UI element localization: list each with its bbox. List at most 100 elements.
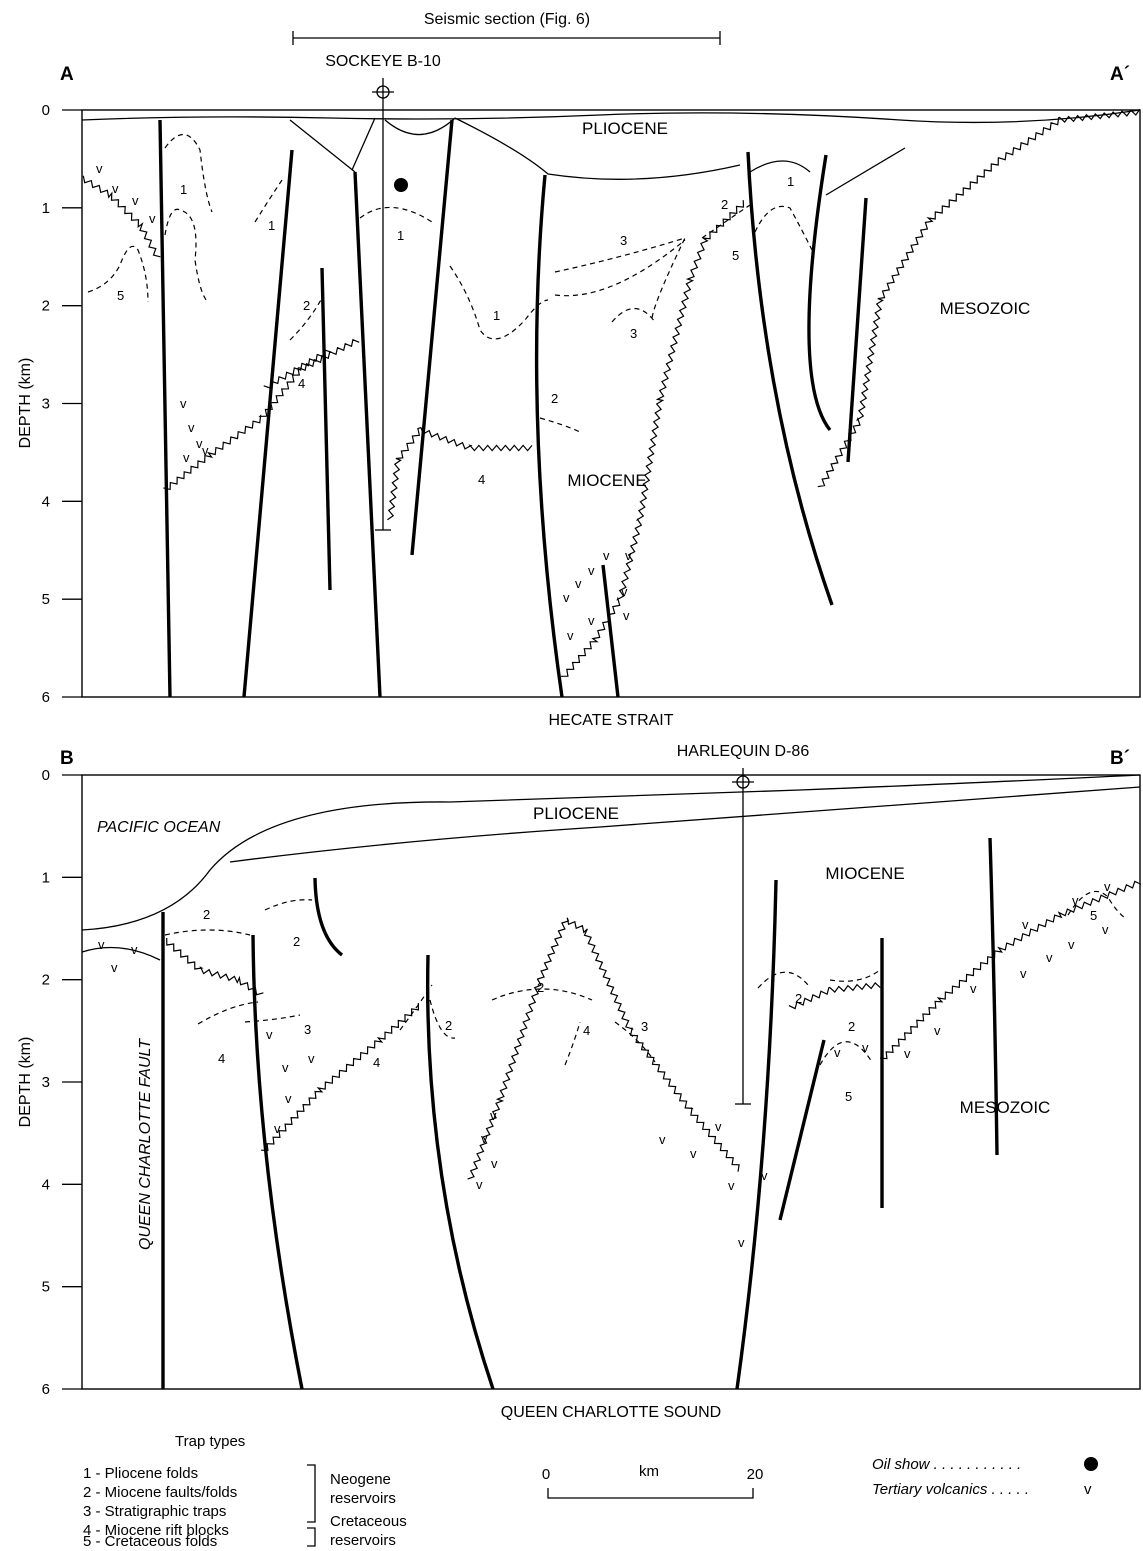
- neogene-line-2: reservoirs: [330, 1490, 396, 1507]
- trap-b-5b: [1067, 890, 1126, 919]
- oil-show-marker: [394, 178, 408, 192]
- pliocene-base-a6: [825, 147, 906, 196]
- depth-tick-label: 2: [42, 298, 50, 315]
- fault-b8: [988, 837, 999, 1156]
- volcanic-symbol: v: [690, 1146, 697, 1161]
- volcanic-symbol: v: [934, 1023, 941, 1038]
- unit-mesozoic-a: MESOZOIC: [940, 299, 1031, 318]
- volcanic-symbol: v: [183, 450, 190, 465]
- trap-a-5a: [701, 204, 751, 239]
- fault-a5: [410, 119, 454, 556]
- volcanic-symbol: v: [481, 1131, 488, 1146]
- volcanics-legend: Tertiary volcanics . . . . .: [872, 1481, 1029, 1498]
- depth-tick-label: 5: [42, 1279, 50, 1296]
- volcanic-symbol: v: [308, 1051, 315, 1066]
- trap-a-3c: [611, 307, 656, 323]
- trap-a-3b: [554, 239, 686, 297]
- trap-a-2a: [289, 297, 323, 341]
- section-a-left-label: A: [60, 64, 74, 85]
- volcanic-symbol: v: [149, 211, 156, 226]
- scale-start: 0: [542, 1466, 550, 1483]
- volcanic-symbol: v: [625, 548, 632, 563]
- volcanic-symbol: v: [575, 576, 582, 591]
- fault-b6: [778, 1039, 826, 1221]
- trap-b-2d: [429, 999, 456, 1039]
- trap-number: 2: [848, 1019, 855, 1034]
- volcanic-symbol: v: [862, 1040, 869, 1055]
- cretaceous-line-2: reservoirs: [330, 1532, 396, 1549]
- oil-show-symbol: [1084, 1457, 1098, 1471]
- depth-tick-label: 4: [42, 1176, 50, 1193]
- unconformity-line: [788, 981, 881, 1010]
- volcanic-symbol: v: [180, 396, 187, 411]
- trap-b-4c: [564, 1021, 581, 1066]
- trap-b-2c: [491, 988, 593, 1001]
- section-b-frame: [81, 774, 1141, 1390]
- legend-item-2: 2 - Miocene faults/folds: [83, 1484, 237, 1501]
- volcanic-symbol: v: [834, 1045, 841, 1060]
- trap-number: 2: [293, 934, 300, 949]
- volcanic-symbol: v: [98, 937, 105, 952]
- trap-b-3a: [244, 1014, 301, 1023]
- volcanic-symbol: v: [623, 608, 630, 623]
- legend-item-1: 1 - Pliocene folds: [83, 1465, 198, 1482]
- well-harlequin: HARLEQUIN D-86: [677, 743, 809, 1105]
- unit-pliocene-a: PLIOCENE: [582, 119, 668, 138]
- unit-pliocene-b: PLIOCENE: [533, 804, 619, 823]
- fault-b3: [313, 877, 344, 957]
- volcanic-symbol: v: [659, 1132, 666, 1147]
- oil-show-legend: Oil show . . . . . . . . . . .: [872, 1456, 1021, 1473]
- seismic-section-bracket: Seismic section (Fig. 6): [292, 11, 721, 45]
- volcanics-symbol: v: [1084, 1481, 1092, 1498]
- fault-a6: [534, 174, 564, 698]
- section-b-bottom-label: QUEEN CHARLOTTE SOUND: [501, 1404, 721, 1421]
- unit-mesozoic-b: MESOZOIC: [960, 1098, 1051, 1117]
- volcanic-symbol: v: [188, 420, 195, 435]
- depth-tick-label: 0: [42, 102, 50, 119]
- fault-a2: [242, 149, 294, 698]
- volcanic-symbol: v: [761, 1168, 768, 1183]
- trap-a-5b: [754, 205, 813, 251]
- volcanic-symbol: v: [282, 1060, 289, 1075]
- well-sockeye-label: SOCKEYE B-10: [325, 53, 441, 70]
- pacific-ocean-label: PACIFIC OCEAN: [97, 819, 221, 836]
- volcanic-symbol: v: [1046, 950, 1053, 965]
- section-b-right-label: B´: [1110, 748, 1130, 769]
- pliocene-base-a1: [289, 119, 356, 173]
- trap-b-2a: [164, 929, 251, 936]
- depth-tick-label: 1: [42, 869, 50, 886]
- volcanic-symbol: v: [588, 613, 595, 628]
- depth-tick-label: 6: [42, 1381, 50, 1398]
- trap-number: 1: [268, 218, 275, 233]
- volcanic-symbol: v: [603, 548, 610, 563]
- section-a-right-label: A´: [1110, 64, 1130, 85]
- trap-number: 5: [845, 1089, 852, 1104]
- fault-b2: [251, 934, 304, 1390]
- trap-number: 3: [304, 1022, 311, 1037]
- trap-a-1e: [449, 265, 549, 340]
- trap-number: 2: [303, 298, 310, 313]
- unconformity-line: [467, 917, 740, 1180]
- trap-number: 1: [787, 174, 794, 189]
- trap-a-1a: [164, 133, 213, 213]
- volcanic-symbol: v: [196, 436, 203, 451]
- trap-numbers-a: 1 1 1 1 1 2 2 2 3 3 4 4 5 5: [117, 174, 794, 487]
- volcanic-symbol: v: [131, 942, 138, 957]
- scale-bar: [547, 1488, 754, 1499]
- queen-charlotte-fault-label: QUEEN CHARLOTTE FAULT: [137, 1038, 154, 1250]
- pliocene-base-a5: [749, 160, 811, 173]
- volcanic-symbol: v: [1022, 917, 1029, 932]
- pliocene-base-a2: [351, 117, 376, 171]
- trap-number: 2: [721, 197, 728, 212]
- trap-number: 3: [630, 326, 637, 341]
- depth-tick-label: 1: [42, 200, 50, 217]
- legend-item-4: 4 - Miocene rift blocks: [83, 1522, 229, 1539]
- depth-tick-label: 3: [42, 396, 50, 413]
- fault-a7: [601, 564, 620, 698]
- volcanic-symbol: v: [1102, 922, 1109, 937]
- volcanic-symbol: v: [1104, 879, 1111, 894]
- sea-floor-line-a: [81, 109, 1141, 124]
- axis-title-a: DEPTH (km): [17, 358, 34, 449]
- trap-number: 2: [203, 907, 210, 922]
